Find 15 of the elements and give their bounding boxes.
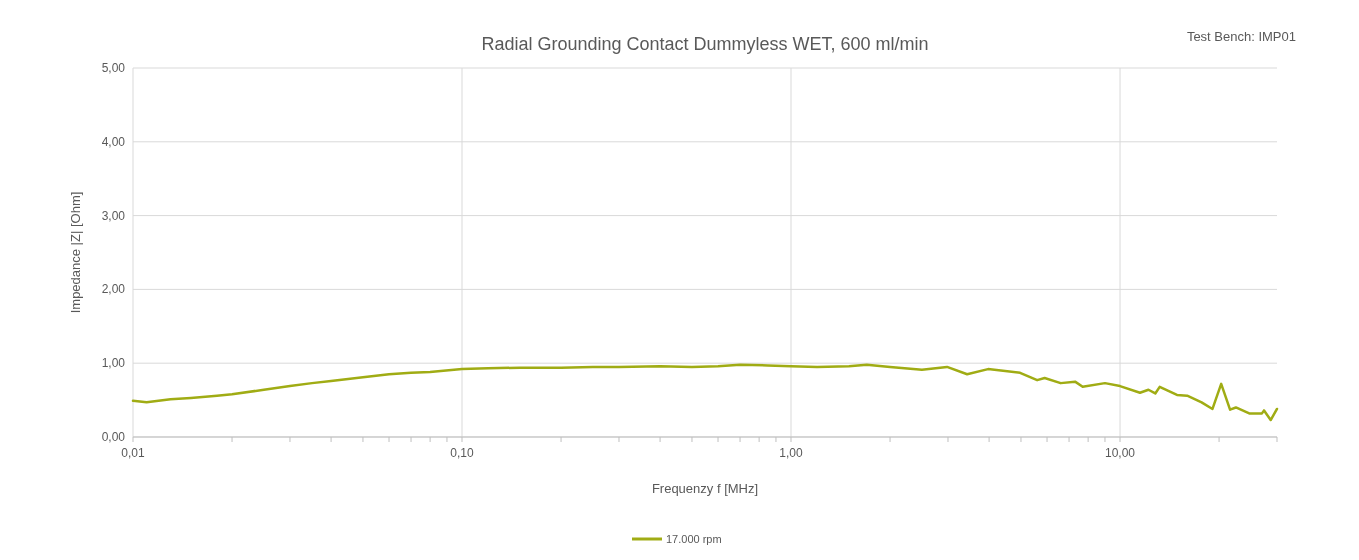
x-tick-label: 10,00 xyxy=(1105,446,1136,460)
text: Test Bench: IMP01 xyxy=(1186,29,1296,44)
y-axis-title: Impedance |Z| [Ohm] xyxy=(68,191,83,314)
x-tick-label: 1,00 xyxy=(779,446,804,460)
legend-label: 17.000 rpm xyxy=(666,533,722,545)
y-tick-label: 4,00 xyxy=(101,134,126,149)
y-tick-label: 2,00 xyxy=(101,282,126,297)
chart-title: Radial Grounding Contact Dummyless WET, 600 ml/min xyxy=(481,34,929,54)
x-tick-label: 0,01 xyxy=(121,446,145,460)
y-tick-label: 1,00 xyxy=(101,356,126,371)
x-tick-label: 0,10 xyxy=(450,446,475,460)
y-tick-label: 0,00 xyxy=(101,430,126,444)
x-axis-title: Frequenzy f [MHz] xyxy=(651,481,759,496)
y-tick-label: 3,00 xyxy=(101,208,126,223)
y-tick-label: 5,00 xyxy=(101,61,126,75)
